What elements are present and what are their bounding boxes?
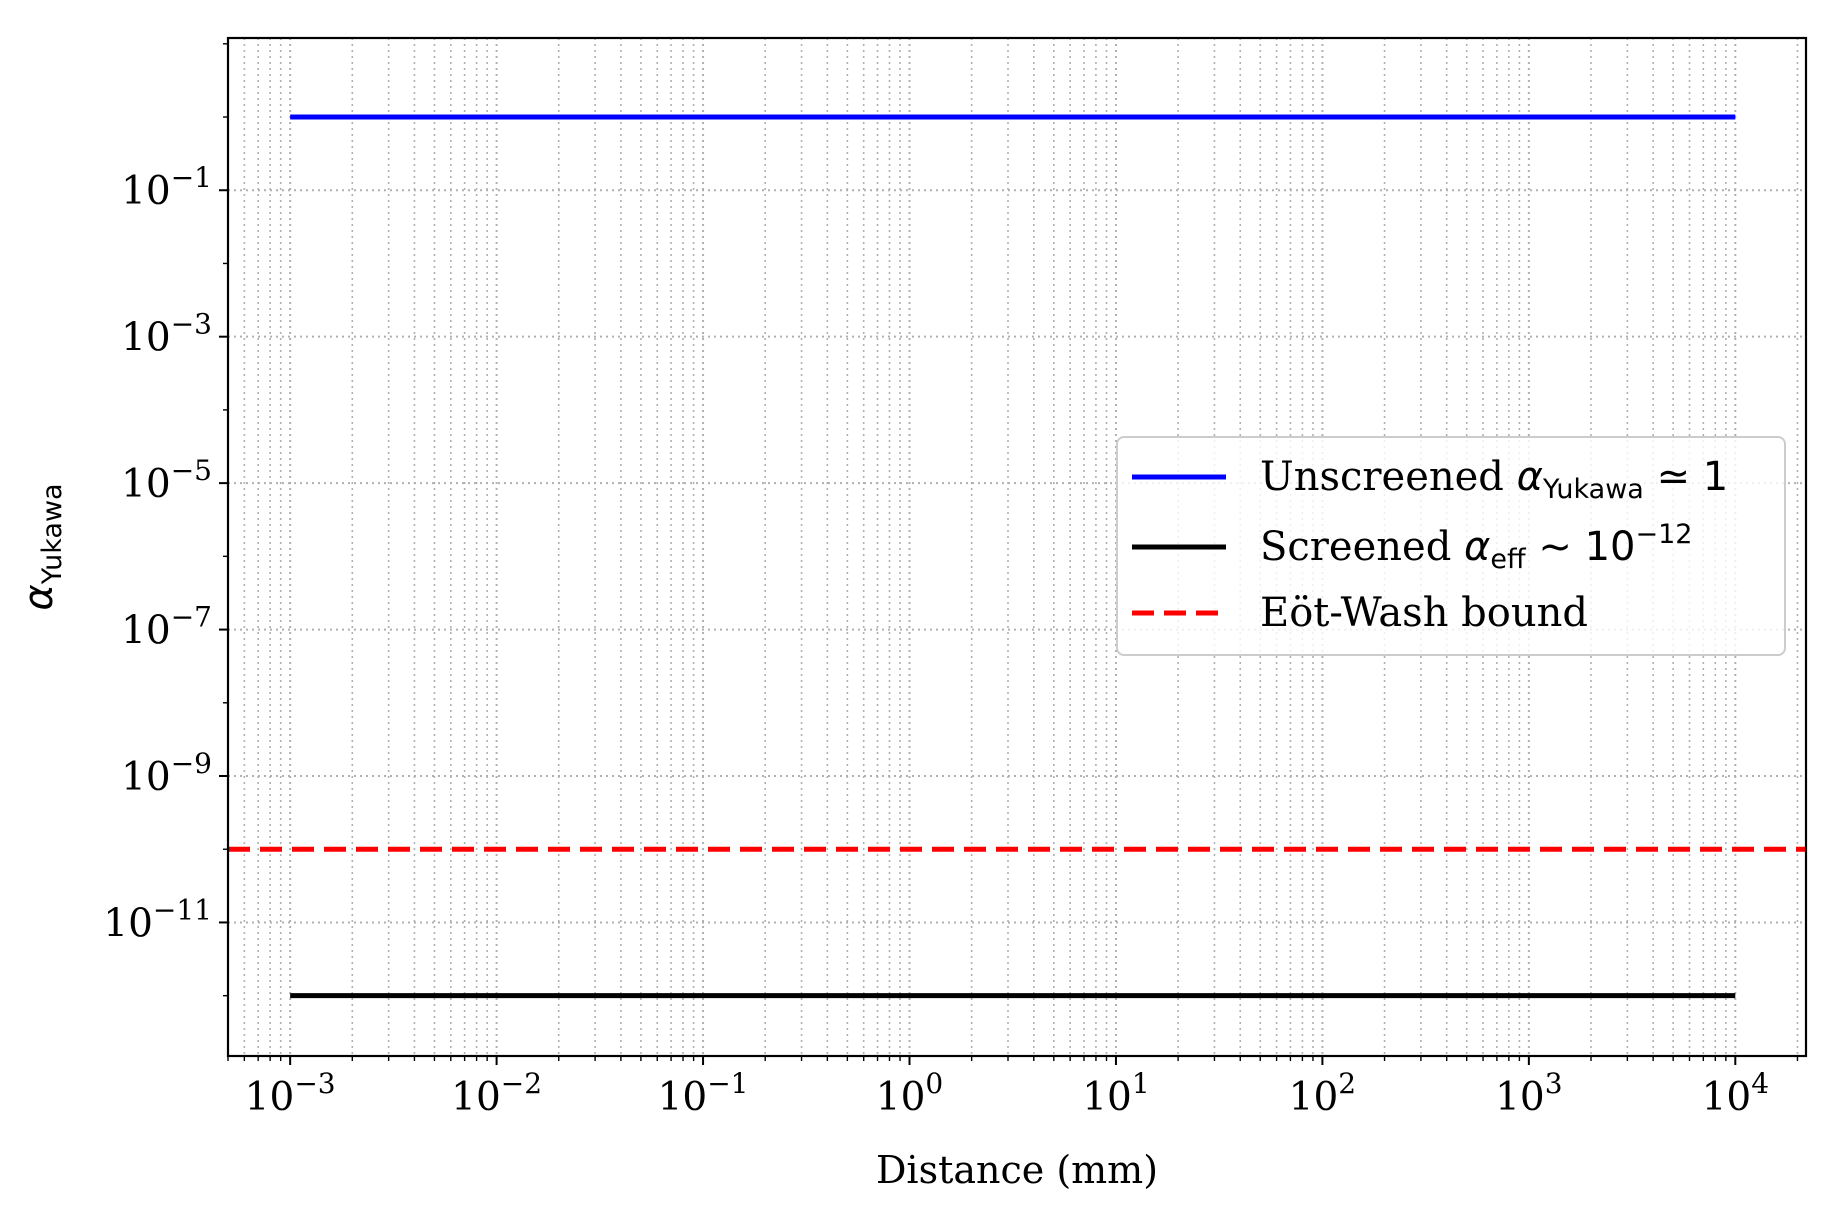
plot-frame [226, 36, 1808, 1058]
y-tick-label-base: 10 [103, 901, 153, 946]
x-tick-label-base: 10 [1289, 1075, 1339, 1120]
y-tick-label: 10−3 [121, 308, 212, 361]
y-tick-label: 10−5 [121, 454, 212, 507]
legend-label-symbol: α [1517, 454, 1543, 500]
legend-label-text: Eöt-Wash bound [1260, 590, 1588, 636]
y-tick-label-exponent: −1 [171, 161, 212, 194]
x-tick-label-exponent: −2 [501, 1067, 542, 1100]
grid [227, 38, 1806, 1056]
y-tick-label-exponent: −7 [171, 601, 212, 634]
legend-label-text: Unscreened [1260, 454, 1517, 500]
y-axis-label: αYukawa [16, 483, 68, 610]
x-tick-label: 101 [1082, 1067, 1149, 1120]
x-tick-label-base: 10 [658, 1075, 708, 1120]
legend-label-subscript: eff [1490, 544, 1527, 575]
y-tick-label-base: 10 [121, 462, 171, 507]
legend-box [1116, 436, 1786, 656]
x-tick-label: 104 [1702, 1067, 1769, 1120]
x-tick-label: 102 [1289, 1067, 1356, 1120]
legend-label: Eöt-Wash bound [1260, 590, 1588, 636]
x-tick-label-exponent: 0 [925, 1067, 943, 1100]
y-axis-label-subscript: Yukawa [37, 483, 68, 585]
x-tick-label-base: 10 [245, 1075, 295, 1120]
y-tick-label-exponent: −3 [171, 308, 212, 341]
x-tick-label-exponent: 3 [1545, 1067, 1563, 1100]
y-tick-label: 10−1 [121, 161, 212, 214]
y-tick-label-exponent: −9 [171, 747, 212, 780]
y-tick-label-base: 10 [121, 316, 171, 361]
y-tick-label-base: 10 [121, 609, 171, 654]
y-tick-label: 10−7 [121, 601, 212, 654]
plot-series [228, 114, 1806, 999]
legend-label: Unscreened αYukawa ≃ 1 [1260, 454, 1728, 505]
x-tick-label-base: 10 [1082, 1075, 1132, 1120]
legend-label-relation: ≃ 1 [1644, 454, 1728, 500]
y-tick-label: 10−9 [121, 747, 212, 800]
x-tick-label-base: 10 [451, 1075, 501, 1120]
y-tick-label-exponent: −11 [153, 893, 212, 926]
x-tick-label: 10−2 [451, 1067, 542, 1120]
y-tick-label-base: 10 [121, 755, 171, 800]
axis-ticks [219, 43, 1799, 1065]
tick-labels: 10−3 10−2 10−1 100 101 102 103 10410−110−310−51… [103, 161, 1769, 1120]
legend-label: Screened αeff ~ 10−12 [1260, 519, 1692, 575]
x-tick-label-exponent: −1 [707, 1067, 748, 1100]
legend-label-relation: ~ 10 [1526, 524, 1636, 570]
x-tick-label-base: 10 [1495, 1075, 1545, 1120]
y-tick-label-base: 10 [121, 169, 171, 214]
x-tick-label: 10−3 [245, 1067, 336, 1120]
x-tick-label: 100 [876, 1067, 943, 1120]
x-tick-label-exponent: 2 [1338, 1067, 1356, 1100]
legend-label-text: Screened [1260, 524, 1464, 570]
legend-label-symbol: α [1464, 524, 1490, 570]
legend-label-exponent: −12 [1635, 519, 1692, 550]
y-tick-label-exponent: −5 [171, 454, 212, 487]
x-tick-label-exponent: −3 [294, 1067, 335, 1100]
x-tick-label-base: 10 [876, 1075, 926, 1120]
x-tick-label-exponent: 1 [1132, 1067, 1150, 1100]
y-tick-label: 10−11 [103, 893, 212, 946]
x-tick-label: 103 [1495, 1067, 1562, 1120]
x-axis-label: Distance (mm) [876, 1148, 1158, 1192]
x-tick-label-exponent: 4 [1751, 1067, 1769, 1100]
legend-label-subscript: Yukawa [1542, 474, 1644, 505]
x-tick-label: 10−1 [658, 1067, 749, 1120]
x-tick-label-base: 10 [1702, 1075, 1752, 1120]
y-axis-label-symbol: α [16, 584, 62, 610]
